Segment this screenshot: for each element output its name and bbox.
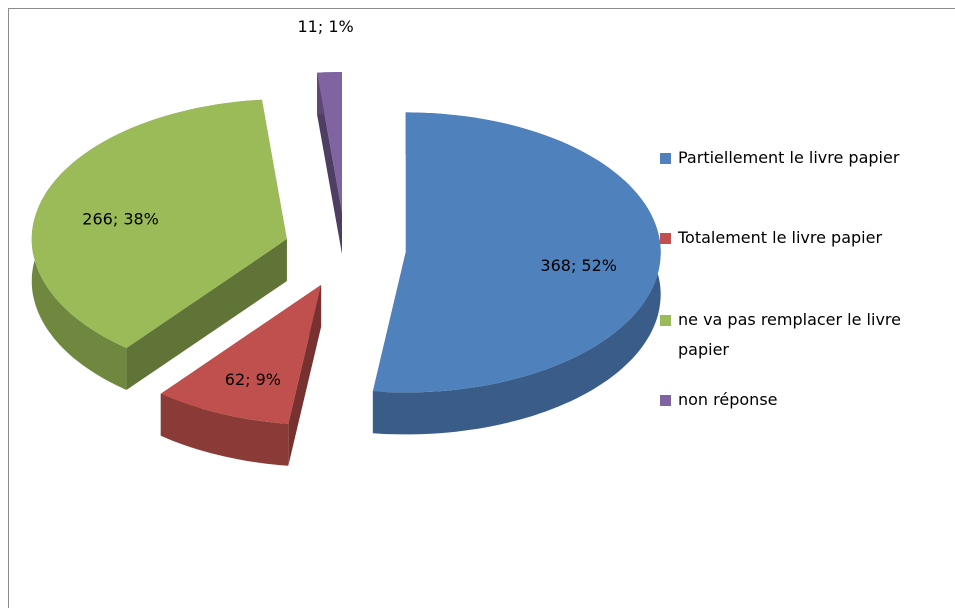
legend-label: Partiellement le livre papier <box>678 148 900 167</box>
chart: 368; 52% 62; 9% 266; 38% 11; 1% <box>31 17 661 466</box>
legend-label: ne va pas remplacer le livre papier <box>678 310 901 359</box>
slice-side <box>126 239 287 390</box>
legend-item: Partiellement le livre papier <box>660 143 952 173</box>
legend-item: non réponse <box>660 385 952 415</box>
legend-swatch <box>660 233 671 244</box>
slice-side <box>160 393 289 466</box>
slice-side <box>317 72 342 254</box>
legend-item: ne va pas remplacer le livre papier <box>660 305 952 365</box>
slice <box>31 99 287 391</box>
slice <box>372 112 661 393</box>
legend-label: Totalement le livre papier <box>678 228 883 247</box>
data-label: 368; 52% <box>540 256 617 275</box>
data-label: 62; 9% <box>225 370 281 389</box>
slice <box>317 72 342 254</box>
data-label: 266; 38% <box>82 209 159 228</box>
slice <box>372 112 661 435</box>
legend-swatch <box>660 153 671 164</box>
chart-frame <box>8 8 955 608</box>
legend-swatch <box>660 395 671 406</box>
legend-label: non réponse <box>678 390 778 409</box>
slice <box>31 99 287 348</box>
data-label: 11; 1% <box>297 17 353 36</box>
legend-swatch <box>660 315 671 326</box>
slice <box>160 284 322 466</box>
page: {"chart_data": {"type": "pie", "categori… <box>8 8 955 608</box>
slice <box>160 284 322 424</box>
legend-item: Totalement le livre papier <box>660 223 952 253</box>
slice <box>317 72 342 212</box>
